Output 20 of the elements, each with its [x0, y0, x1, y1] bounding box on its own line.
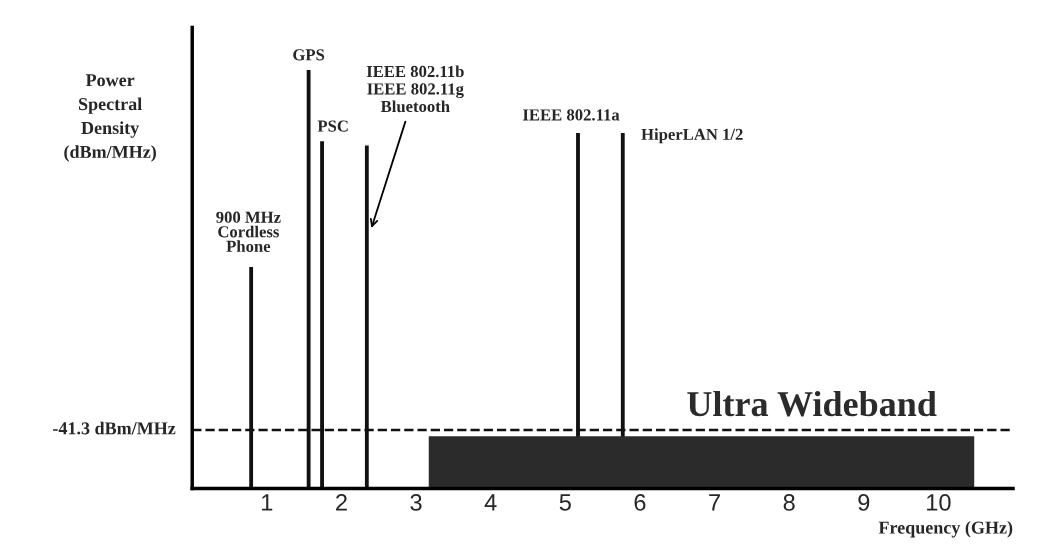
series-label: Ultra Wideband [687, 390, 937, 417]
x-tick-label: 6 [634, 494, 646, 511]
x-tick-label: 3 [410, 494, 422, 511]
annotation: IEEE 802.11a [522, 109, 620, 121]
x-tick-label: 8 [783, 494, 795, 511]
x-tick-label: 5 [559, 494, 571, 511]
x-tick-label: 2 [336, 494, 347, 511]
annotation: GPS [293, 49, 325, 61]
y-axis-title: Power Spectral Density (dBm/MHz) [64, 74, 156, 162]
annotation: PSC [317, 120, 348, 132]
x-tick-label: 1 [262, 494, 273, 511]
x-axis-title: Frequency (GHz) [878, 521, 1013, 538]
x-tick-label: 10 [927, 494, 951, 511]
annotation: IEEE 802.11b IEEE 802.11g Bluetooth [366, 65, 464, 113]
annotation: HiperLAN 1/2 [641, 128, 743, 144]
x-tick-label: 7 [709, 494, 720, 511]
x-tick-label: 9 [858, 494, 870, 511]
x-tick-label: 4 [484, 494, 497, 511]
annotation: 900 MHz Cordless Phone [216, 211, 281, 252]
ref-line-label: -41.3 dBm/MHz [53, 421, 176, 435]
